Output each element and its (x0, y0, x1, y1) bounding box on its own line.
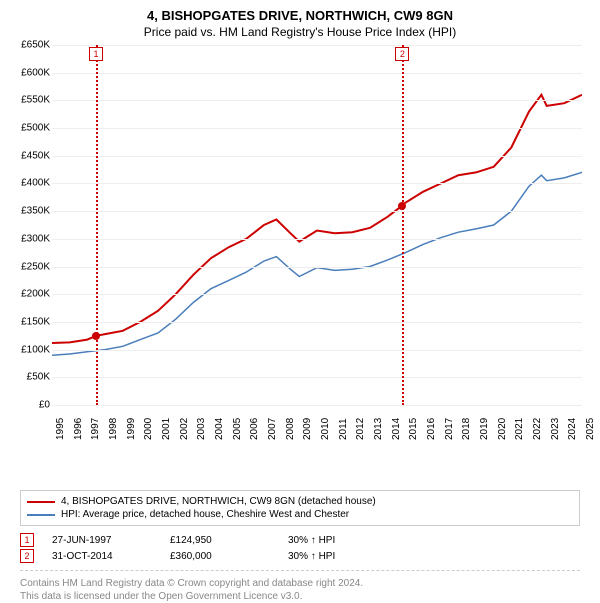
x-tick-label: 2011 (338, 418, 349, 440)
x-tick-label: 1996 (73, 418, 84, 440)
x-tick-label: 2021 (514, 418, 525, 440)
x-tick-label: 2009 (302, 418, 313, 440)
legend-swatch (27, 501, 55, 503)
legend-swatch (27, 514, 55, 516)
x-tick-label: 2006 (249, 418, 260, 440)
legend-item-property: 4, BISHOPGATES DRIVE, NORTHWICH, CW9 8GN… (27, 495, 573, 508)
legend-item-hpi: HPI: Average price, detached house, Ches… (27, 508, 573, 521)
x-tick-label: 2025 (585, 418, 596, 440)
y-tick-label: £300K (12, 233, 50, 244)
sales-table: 1 27-JUN-1997 £124,950 30% ↑ HPI 231-OCT-201… (20, 532, 580, 564)
x-tick-label: 1998 (108, 418, 119, 440)
y-tick-label: £100K (12, 344, 50, 355)
page-subtitle: Price paid vs. HM Land Registry's House … (12, 25, 588, 39)
y-tick-label: £200K (12, 289, 50, 300)
x-tick-label: 2007 (267, 418, 278, 440)
x-tick-label: 2010 (320, 418, 331, 440)
legend-label: HPI: Average price, detached house, Ches… (61, 509, 349, 520)
x-tick-label: 2005 (232, 418, 243, 440)
y-tick-label: £250K (12, 261, 50, 272)
y-tick-label: £400K (12, 178, 50, 189)
sale-index: 2 (20, 549, 34, 563)
x-tick-label: 2003 (196, 418, 207, 440)
y-tick-label: £50K (12, 372, 50, 383)
x-tick-label: 2019 (479, 418, 490, 440)
x-tick-label: 2020 (497, 418, 508, 440)
y-tick-label: £500K (12, 123, 50, 134)
chart-svg (52, 45, 582, 405)
x-tick-label: 1999 (126, 418, 137, 440)
sale-price: £124,950 (170, 535, 270, 546)
x-tick-label: 2013 (373, 418, 384, 440)
sale-date: 27-JUN-1997 (52, 535, 152, 546)
y-tick-label: £450K (12, 150, 50, 161)
sale-index: 1 (20, 533, 34, 547)
x-tick-label: 2008 (285, 418, 296, 440)
sale-marker-1: 1 (89, 47, 103, 61)
sale-row: 1 27-JUN-1997 £124,950 30% ↑ HPI (20, 532, 580, 548)
chart-area: £0£50K£100K£150K£200K£250K£300K£350K£400… (52, 45, 582, 406)
sale-delta: 30% ↑ HPI (288, 535, 335, 546)
x-tick-label: 1997 (90, 418, 101, 440)
legend-label: 4, BISHOPGATES DRIVE, NORTHWICH, CW9 8GN… (61, 496, 376, 507)
x-tick-label: 2022 (532, 418, 543, 440)
x-tick-label: 2024 (567, 418, 578, 440)
y-tick-label: £650K (12, 40, 50, 51)
x-tick-label: 2000 (143, 418, 154, 440)
y-tick-label: £350K (12, 206, 50, 217)
y-tick-label: £600K (12, 67, 50, 78)
legend: 4, BISHOPGATES DRIVE, NORTHWICH, CW9 8GN… (20, 490, 580, 526)
page-title: 4, BISHOPGATES DRIVE, NORTHWICH, CW9 8GN (12, 8, 588, 23)
y-tick-label: £150K (12, 316, 50, 327)
sale-row: 231-OCT-2014£360,00030% ↑ HPI (20, 548, 580, 564)
x-tick-label: 2023 (550, 418, 561, 440)
x-tick-label: 1995 (55, 418, 66, 440)
x-tick-label: 2004 (214, 418, 225, 440)
divider (20, 570, 580, 571)
sale-marker-2: 2 (395, 47, 409, 61)
x-tick-label: 2002 (179, 418, 190, 440)
x-axis-labels: 1995 1996 1997 1998 1999 2000 2001 2002 2003 2004… (52, 406, 582, 446)
x-tick-label: 2017 (444, 418, 455, 440)
x-tick-label: 2014 (391, 418, 402, 440)
x-tick-label: 2001 (161, 418, 172, 440)
x-tick-label: 2016 (426, 418, 437, 440)
y-tick-label: £0 (12, 400, 50, 411)
x-tick-label: 2018 (461, 418, 472, 440)
x-tick-label: 2012 (355, 418, 366, 440)
footer-text: Contains HM Land Registry data © Crown c… (20, 577, 580, 603)
x-tick-label: 2015 (408, 418, 419, 440)
y-tick-label: £550K (12, 95, 50, 106)
